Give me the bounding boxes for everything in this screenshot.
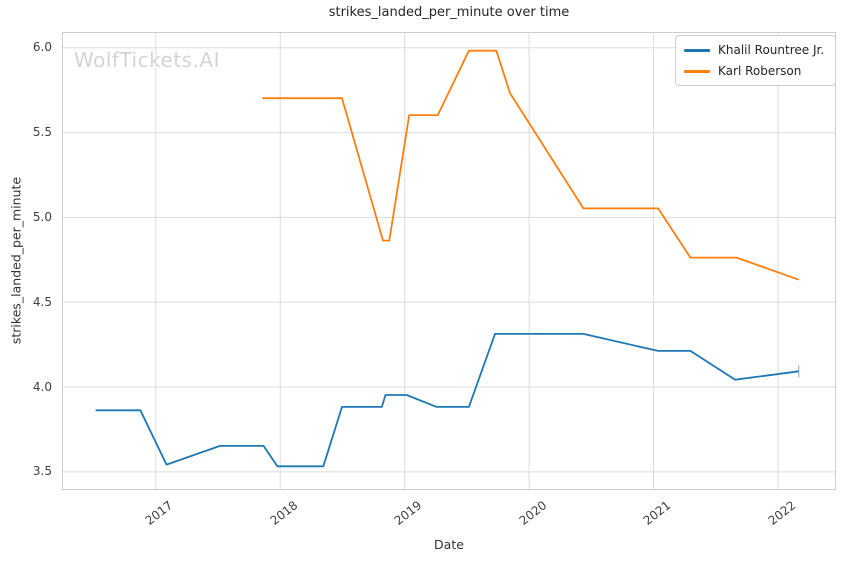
legend-label: Khalil Rountree Jr.	[718, 43, 825, 57]
y-tick-label: 4.0	[32, 379, 52, 394]
series-line-khalil-rountree-jr-	[95, 332, 799, 468]
watermark-text: WolfTickets.AI	[74, 48, 220, 72]
plot-area	[62, 32, 836, 490]
series-line-karl-roberson	[262, 49, 800, 281]
x-tick-label: 2022	[765, 498, 798, 528]
chart-title: strikes_landed_per_minute over time	[328, 5, 570, 20]
plot-svg	[62, 32, 836, 490]
legend: Khalil Rountree Jr. Karl Roberson	[675, 35, 836, 86]
y-tick-label: 5.5	[32, 125, 52, 140]
legend-label: Karl Roberson	[718, 64, 802, 78]
y-tick-label: 3.5	[32, 464, 52, 479]
y-tick-label: 4.5	[32, 294, 52, 309]
x-tick-label: 2020	[516, 498, 549, 528]
legend-item-karl-roberson: Karl Roberson	[684, 62, 827, 80]
y-axis-label: strikes_landed_per_minute	[8, 176, 24, 345]
x-tick-label: 2018	[267, 498, 301, 528]
y-tick-label: 5.0	[32, 209, 52, 224]
x-tick-label: 2019	[391, 498, 425, 528]
x-axis-label: Date	[434, 537, 464, 552]
legend-line-swatch-orange	[684, 69, 710, 73]
legend-line-swatch-blue	[684, 48, 710, 52]
x-tick-label: 2017	[142, 498, 176, 528]
legend-item-khalil-rountree: Khalil Rountree Jr.	[684, 41, 827, 59]
plot-border	[62, 32, 836, 490]
y-tick-label: 6.0	[32, 40, 52, 55]
x-tick-label: 2021	[640, 498, 674, 528]
